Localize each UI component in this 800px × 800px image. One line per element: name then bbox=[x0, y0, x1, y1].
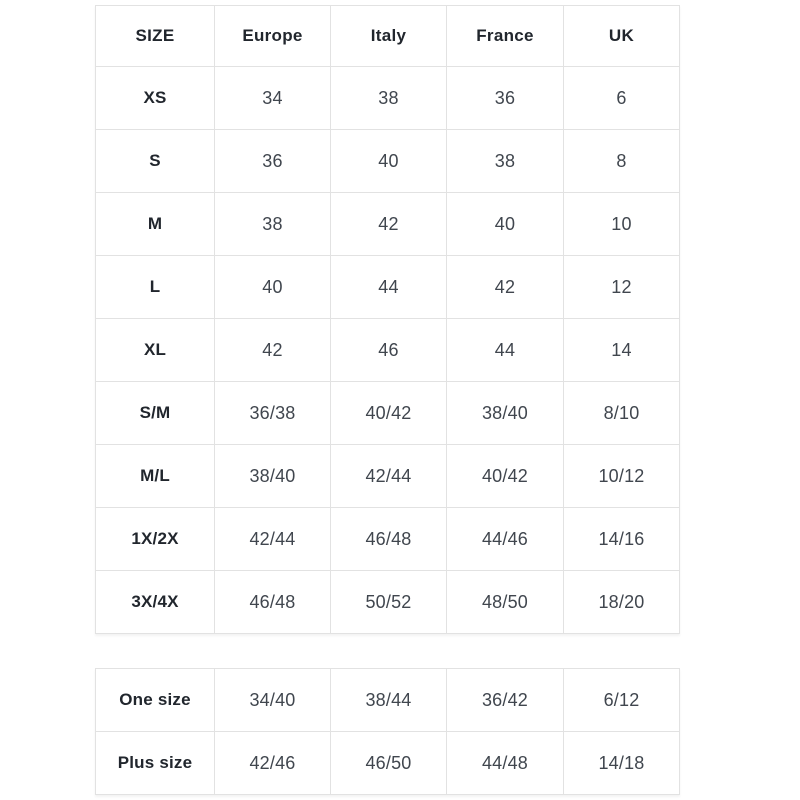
value-cell: 6/12 bbox=[563, 668, 680, 732]
value-cell: 46/48 bbox=[214, 570, 331, 634]
size-label-cell: XS bbox=[95, 66, 215, 130]
table-row-l: L 40 44 42 12 bbox=[95, 255, 680, 319]
value-cell: 10 bbox=[563, 192, 680, 256]
table-row-xs: XS 34 38 36 6 bbox=[95, 66, 680, 130]
value-cell: 40/42 bbox=[330, 381, 447, 445]
size-label-cell: L bbox=[95, 255, 215, 319]
size-label-cell: M/L bbox=[95, 444, 215, 508]
value-cell: 44 bbox=[446, 318, 564, 382]
value-cell: 38 bbox=[214, 192, 331, 256]
table-row-plus-size: Plus size 42/46 46/50 44/48 14/18 bbox=[95, 731, 680, 795]
size-conversion-table: SIZE Europe Italy France UK XS 34 38 36 … bbox=[95, 5, 680, 634]
value-cell: 10/12 bbox=[563, 444, 680, 508]
value-cell: 44/46 bbox=[446, 507, 564, 571]
header-cell-size: SIZE bbox=[95, 5, 215, 67]
value-cell: 42 bbox=[446, 255, 564, 319]
value-cell: 40 bbox=[214, 255, 331, 319]
value-cell: 40 bbox=[446, 192, 564, 256]
header-cell-france: France bbox=[446, 5, 564, 67]
value-cell: 50/52 bbox=[330, 570, 447, 634]
value-cell: 8/10 bbox=[563, 381, 680, 445]
table-row-1x2x: 1X/2X 42/44 46/48 44/46 14/16 bbox=[95, 507, 680, 571]
value-cell: 34/40 bbox=[214, 668, 331, 732]
value-cell: 8 bbox=[563, 129, 680, 193]
size-label-cell: Plus size bbox=[95, 731, 215, 795]
value-cell: 36/42 bbox=[446, 668, 564, 732]
value-cell: 46/48 bbox=[330, 507, 447, 571]
value-cell: 14/18 bbox=[563, 731, 680, 795]
header-cell-uk: UK bbox=[563, 5, 680, 67]
value-cell: 36/38 bbox=[214, 381, 331, 445]
table-row-s: S 36 40 38 8 bbox=[95, 129, 680, 193]
value-cell: 46/50 bbox=[330, 731, 447, 795]
value-cell: 18/20 bbox=[563, 570, 680, 634]
value-cell: 46 bbox=[330, 318, 447, 382]
size-label-cell: S bbox=[95, 129, 215, 193]
value-cell: 42/44 bbox=[330, 444, 447, 508]
value-cell: 38 bbox=[330, 66, 447, 130]
size-label-cell: 3X/4X bbox=[95, 570, 215, 634]
value-cell: 38/40 bbox=[214, 444, 331, 508]
value-cell: 42 bbox=[214, 318, 331, 382]
table-row-m: M 38 42 40 10 bbox=[95, 192, 680, 256]
value-cell: 40/42 bbox=[446, 444, 564, 508]
header-row: SIZE Europe Italy France UK bbox=[95, 5, 680, 67]
value-cell: 38 bbox=[446, 129, 564, 193]
value-cell: 6 bbox=[563, 66, 680, 130]
special-sizes-table: One size 34/40 38/44 36/42 6/12 Plus siz… bbox=[95, 668, 680, 795]
size-label-cell: S/M bbox=[95, 381, 215, 445]
value-cell: 36 bbox=[446, 66, 564, 130]
table-row-3x4x: 3X/4X 46/48 50/52 48/50 18/20 bbox=[95, 570, 680, 634]
value-cell: 14 bbox=[563, 318, 680, 382]
table-row-ml: M/L 38/40 42/44 40/42 10/12 bbox=[95, 444, 680, 508]
value-cell: 38/44 bbox=[330, 668, 447, 732]
value-cell: 38/40 bbox=[446, 381, 564, 445]
value-cell: 12 bbox=[563, 255, 680, 319]
value-cell: 42/46 bbox=[214, 731, 331, 795]
value-cell: 42/44 bbox=[214, 507, 331, 571]
size-label-cell: 1X/2X bbox=[95, 507, 215, 571]
value-cell: 48/50 bbox=[446, 570, 564, 634]
value-cell: 34 bbox=[214, 66, 331, 130]
size-label-cell: XL bbox=[95, 318, 215, 382]
value-cell: 42 bbox=[330, 192, 447, 256]
size-label-cell: M bbox=[95, 192, 215, 256]
table-row-sm: S/M 36/38 40/42 38/40 8/10 bbox=[95, 381, 680, 445]
value-cell: 44/48 bbox=[446, 731, 564, 795]
size-label-cell: One size bbox=[95, 668, 215, 732]
value-cell: 40 bbox=[330, 129, 447, 193]
header-cell-europe: Europe bbox=[214, 5, 331, 67]
value-cell: 44 bbox=[330, 255, 447, 319]
value-cell: 36 bbox=[214, 129, 331, 193]
table-row-one-size: One size 34/40 38/44 36/42 6/12 bbox=[95, 668, 680, 732]
value-cell: 14/16 bbox=[563, 507, 680, 571]
header-cell-italy: Italy bbox=[330, 5, 447, 67]
table-row-xl: XL 42 46 44 14 bbox=[95, 318, 680, 382]
